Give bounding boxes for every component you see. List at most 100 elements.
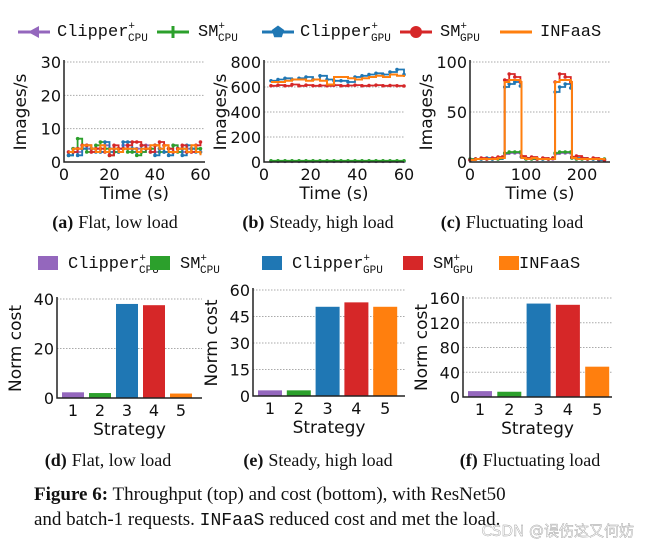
y-axis-label: Images/s — [211, 74, 231, 151]
data-point — [112, 143, 116, 148]
data-point — [130, 150, 135, 154]
bar — [526, 303, 551, 397]
caption-text: reduced cost and met the load. — [264, 509, 500, 530]
x-tick-label: 0 — [465, 165, 475, 184]
bar — [62, 392, 84, 398]
legend-label: SM+ GPU — [440, 21, 480, 45]
legend-item: Clipper+ GPU — [262, 21, 391, 45]
caption-mono: INFaaS — [200, 511, 265, 531]
x-tick-label: 40 — [145, 165, 165, 184]
y-tick-label: 15 — [230, 361, 250, 380]
data-point — [311, 83, 315, 88]
legend-label: SM+ GPU — [433, 253, 473, 277]
bar — [497, 391, 522, 397]
data-point — [125, 143, 130, 148]
y-tick-label: 30 — [230, 334, 250, 353]
data-point — [346, 80, 350, 84]
x-tick-label: 1 — [265, 399, 275, 418]
series-line — [68, 144, 202, 156]
x-axis-label: Strategy — [93, 420, 166, 440]
series-line — [271, 73, 405, 86]
data-point — [89, 150, 94, 154]
x-tick-label: 3 — [534, 400, 544, 419]
plus-marker — [167, 26, 179, 38]
data-point — [84, 150, 89, 154]
data-point — [304, 75, 308, 79]
legend-label: SM+ CPU — [180, 253, 220, 277]
y-tick-label: 0 — [44, 389, 54, 408]
data-point — [198, 140, 203, 144]
legend-item: SM+ GPU — [400, 21, 480, 45]
data-point — [125, 150, 130, 154]
chart-f: 0 40 80 120 160 1 2 3 4 5 Strategy Norm cost (f) Fluc… — [412, 289, 612, 471]
figure-label: Figure 6: — [34, 484, 108, 505]
x-tick-label: 1 — [475, 400, 485, 419]
x-axis-label: Time (s) — [504, 184, 574, 204]
legend-item: INFaaS — [500, 23, 601, 42]
axes — [56, 297, 202, 399]
y-tick-label: 20 — [41, 86, 61, 105]
pentagon-marker — [271, 25, 285, 38]
y-tick-label: 0 — [51, 153, 61, 172]
data-point — [318, 83, 322, 88]
data-point — [507, 82, 512, 86]
x-tick-label: 20 — [300, 165, 320, 184]
x-axis-label: Strategy — [293, 418, 366, 438]
legend-swatch — [38, 256, 58, 270]
y-tick-label: 160 — [429, 289, 460, 308]
circle-marker — [410, 26, 422, 38]
data-point — [507, 72, 512, 76]
series-line — [470, 79, 606, 161]
data-point — [346, 83, 350, 88]
x-tick-label: 3 — [323, 399, 333, 418]
bar — [116, 303, 138, 398]
y-tick-label: 200 — [230, 128, 261, 147]
y-tick-label: 0 — [251, 153, 261, 172]
x-tick-label: 0 — [59, 165, 69, 184]
x-tick-label: 2 — [95, 401, 105, 420]
y-tick-label: 100 — [436, 53, 467, 72]
legend-item: SM+ CPU — [157, 21, 238, 45]
x-tick-label: 1 — [68, 401, 78, 420]
bar — [585, 366, 610, 397]
data-point — [388, 70, 392, 74]
x-axis-label: Time (s) — [99, 184, 169, 204]
subfigure-caption: (c) Fluctuating load — [441, 212, 583, 233]
data-point — [157, 140, 162, 144]
subfigure-caption: (a) Flat, low load — [52, 212, 178, 233]
caption-text: and batch-1 requests. — [34, 509, 200, 530]
subfigure-caption: (f) Fluctuating load — [460, 450, 600, 471]
data-point — [103, 140, 107, 144]
data-point — [139, 143, 144, 148]
legend-item: INFaaS — [499, 255, 580, 274]
x-axis-label: Strategy — [501, 419, 574, 439]
bar — [468, 391, 492, 397]
bar — [286, 390, 311, 396]
legend-label: Clipper+ CPU — [57, 21, 148, 45]
data-point — [107, 153, 112, 158]
data-point — [66, 153, 71, 158]
y-tick-label: 600 — [230, 78, 261, 97]
subfigure-caption: (b) Steady, high load — [242, 212, 393, 233]
y-tick-label: 10 — [41, 120, 61, 139]
data-point — [276, 77, 280, 82]
data-point — [563, 150, 567, 154]
x-tick-label: 60 — [394, 165, 414, 184]
y-axis-label: Images/s — [11, 74, 31, 151]
watermark: CSDN @误伤这又何妨 — [481, 522, 634, 540]
y-tick-label: 40 — [34, 290, 54, 309]
legend-item: Clipper+ CPU — [38, 253, 159, 277]
data-point — [395, 83, 399, 88]
x-tick-label: 40 — [347, 165, 367, 184]
y-tick-label: 800 — [230, 53, 261, 72]
legend-item: SM+ GPU — [403, 253, 473, 277]
data-point — [318, 73, 322, 78]
legend-item: Clipper+ GPU — [262, 253, 383, 277]
x-tick-label: 20 — [99, 165, 119, 184]
legend-label: SM+ CPU — [198, 21, 238, 45]
data-point — [171, 143, 175, 148]
